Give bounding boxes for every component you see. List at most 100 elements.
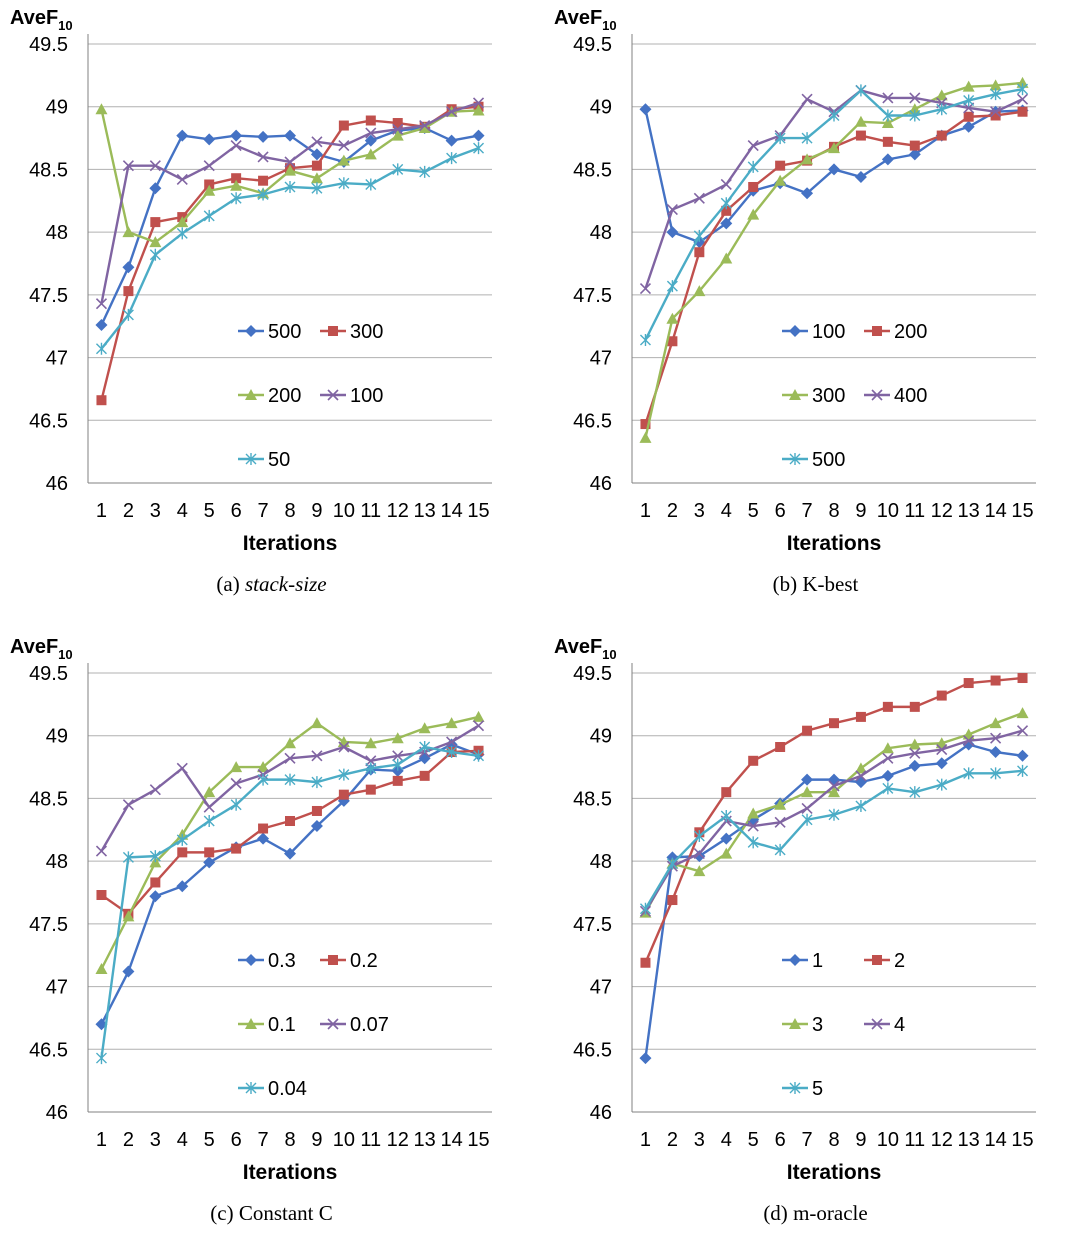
legend-marker	[327, 389, 339, 401]
data-point	[909, 92, 921, 104]
data-point	[96, 890, 107, 901]
data-point	[311, 160, 322, 171]
legend-marker	[872, 955, 882, 965]
data-point	[801, 813, 813, 826]
data-point	[747, 807, 760, 819]
x-tick-label: 11	[904, 500, 925, 522]
data-point	[176, 129, 189, 142]
legend-item: 100	[320, 385, 383, 407]
data-point	[122, 160, 134, 172]
legend-marker	[871, 1018, 883, 1030]
data-point	[1016, 707, 1029, 719]
data-point	[962, 120, 975, 133]
legend-label: 500	[268, 321, 301, 343]
data-point	[257, 832, 270, 845]
data-point	[150, 217, 161, 228]
legend-marker	[245, 1082, 257, 1094]
y-axis-label-subscript: 10	[602, 647, 616, 662]
data-point	[854, 115, 867, 127]
data-point	[909, 109, 921, 122]
x-tick-label: 12	[387, 500, 409, 522]
data-point	[204, 179, 215, 190]
x-tick-label: 3	[150, 1129, 161, 1151]
legend-item: 0.1	[238, 1014, 296, 1036]
data-point	[258, 823, 269, 834]
data-point	[418, 752, 431, 765]
series-2	[640, 673, 1028, 968]
data-point	[176, 880, 189, 893]
data-point	[936, 778, 948, 791]
data-point	[122, 910, 135, 922]
data-point	[176, 227, 188, 240]
data-point	[284, 180, 296, 193]
chart-panel-d: 46 46.5 47 47.5 48 48.5 49 49.5 1 2 3 4 5 6 7 8 9 10 11 12 1…	[544, 629, 1087, 1257]
data-point	[203, 815, 215, 828]
x-tick-label: 15	[1011, 500, 1033, 522]
data-point	[908, 738, 921, 750]
data-point	[639, 1052, 652, 1065]
data-point	[257, 761, 270, 773]
legend-item: 400	[864, 385, 927, 407]
data-point	[854, 762, 867, 774]
series-4	[639, 725, 1029, 917]
data-point	[391, 129, 404, 141]
data-point	[472, 720, 485, 732]
data-point	[882, 782, 894, 795]
x-tick-label: 13	[414, 1129, 436, 1151]
x-tick-label: 7	[258, 500, 269, 522]
data-point	[419, 165, 431, 178]
data-point	[989, 717, 1002, 729]
data-point	[122, 965, 135, 978]
data-point	[364, 134, 377, 147]
data-point	[149, 248, 161, 261]
data-point	[446, 152, 458, 165]
y-axis-label: AveF10	[10, 636, 73, 662]
legend: 500 300 200 100 50	[238, 321, 383, 471]
legend-label: 100	[812, 321, 845, 343]
data-point	[95, 318, 108, 331]
data-point	[285, 816, 295, 827]
y-tick-label: 49.5	[573, 34, 612, 56]
data-point	[446, 736, 458, 748]
data-point	[720, 847, 733, 859]
y-tick-label: 49	[590, 97, 612, 119]
data-point	[666, 280, 678, 293]
data-point	[774, 816, 786, 828]
data-point	[176, 216, 189, 228]
data-point	[639, 334, 651, 347]
data-point	[720, 832, 733, 845]
data-point	[176, 762, 188, 774]
caption-text: stack-size	[244, 572, 327, 596]
x-tick-label: 1	[96, 1129, 107, 1151]
y-axis-label: AveF10	[554, 636, 617, 662]
data-point	[882, 701, 893, 712]
x-axis-label: Iterations	[243, 1161, 338, 1184]
legend-item: 3	[782, 1014, 823, 1036]
data-point	[257, 188, 269, 201]
data-point	[284, 156, 296, 168]
y-tick-label: 48	[590, 222, 612, 244]
x-tick-label: 1	[640, 1129, 651, 1151]
gridlines	[88, 672, 492, 1050]
data-point	[694, 247, 705, 258]
x-axis-label: Iterations	[243, 532, 338, 555]
data-point	[882, 109, 894, 122]
data-point	[230, 140, 242, 152]
data-point	[666, 226, 679, 239]
legend-marker	[245, 954, 257, 966]
data-point	[693, 285, 706, 297]
data-point	[150, 877, 161, 888]
data-point	[284, 773, 296, 786]
x-tick-label: 5	[204, 500, 215, 522]
x-tick-label: 10	[333, 1129, 355, 1151]
data-point	[338, 768, 350, 781]
data-point	[177, 847, 188, 858]
gridlines	[632, 43, 1036, 421]
y-tick-label: 47	[46, 977, 68, 999]
legend: 100 200 300 400 500	[782, 321, 927, 471]
data-point	[882, 752, 894, 764]
x-tick-label: 3	[694, 1129, 705, 1151]
data-point	[881, 742, 894, 754]
x-tick-label: 7	[802, 1129, 813, 1151]
